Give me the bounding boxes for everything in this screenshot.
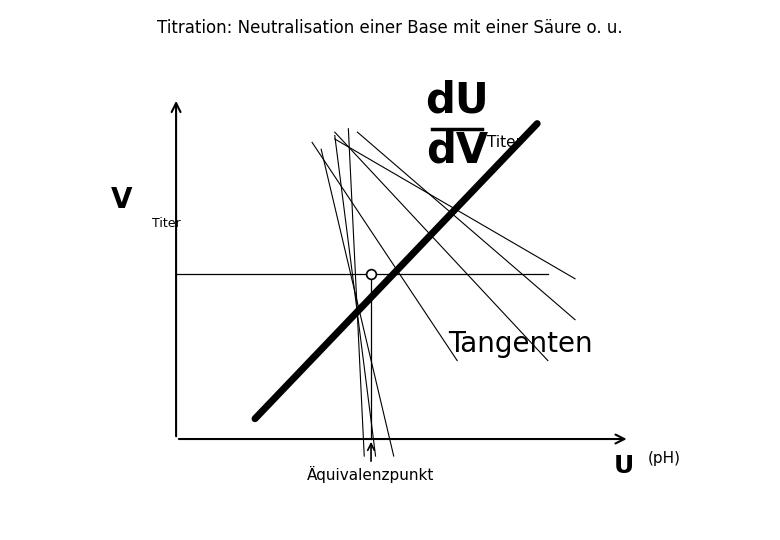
Text: dU: dU [425,80,489,122]
Text: Titration: Neutralisation einer Base mit einer Säure o. u.: Titration: Neutralisation einer Base mit… [158,19,622,37]
Text: Titer: Titer [487,136,522,151]
Text: Titer: Titer [152,218,180,231]
Text: dV: dV [426,130,488,172]
Text: Tangenten: Tangenten [448,329,594,357]
Text: U: U [613,454,633,477]
Text: (pH): (pH) [647,451,681,467]
Text: Äquivalenzpunkt: Äquivalenzpunkt [307,466,434,483]
Text: $\mathbf{V}$: $\mathbf{V}$ [110,186,133,214]
